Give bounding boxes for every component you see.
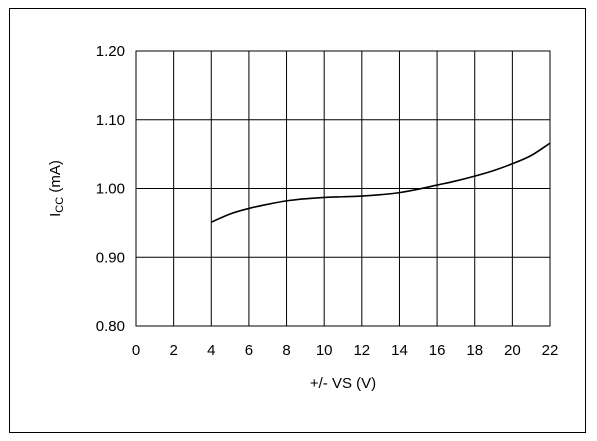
y-axis-label: ICC (mA) [47,160,66,217]
series-layer [210,142,551,223]
y-axis-label-main: I [47,213,64,217]
x-tick-labels: 0 2 4 6 8 10 12 14 16 18 20 22 [132,342,559,359]
x-tick-label: 18 [466,342,483,359]
y-tick-labels: 0.80 0.90 1.00 1.10 1.20 [96,43,125,335]
plot-area-border [135,50,551,327]
x-tick-label: 6 [245,342,253,359]
series-line-0 [210,142,551,223]
x-tick-label: 2 [169,342,177,359]
x-tick-label: 12 [353,342,370,359]
y-axis-label-unit: (mA) [47,160,64,197]
x-tick-label: 10 [316,342,333,359]
y-tick-label: 0.90 [96,249,125,266]
y-tick-label: 1.20 [96,43,125,60]
x-tick-label: 20 [504,342,521,359]
x-tick-label: 0 [132,342,140,359]
x-tick-label: 16 [429,342,446,359]
x-tick-label: 14 [391,342,408,359]
y-tick-label: 1.00 [96,181,125,198]
chart-frame [9,8,586,433]
x-axis-label: +/- VS (V) [310,375,376,392]
x-tick-label: 8 [282,342,290,359]
y-axis-label-subscript: CC [54,197,66,213]
y-tick-label: 0.80 [96,318,125,335]
x-tick-label: 22 [542,342,559,359]
grid-layer [136,51,550,326]
y-tick-label: 1.10 [96,112,125,129]
x-tick-label: 4 [207,342,215,359]
